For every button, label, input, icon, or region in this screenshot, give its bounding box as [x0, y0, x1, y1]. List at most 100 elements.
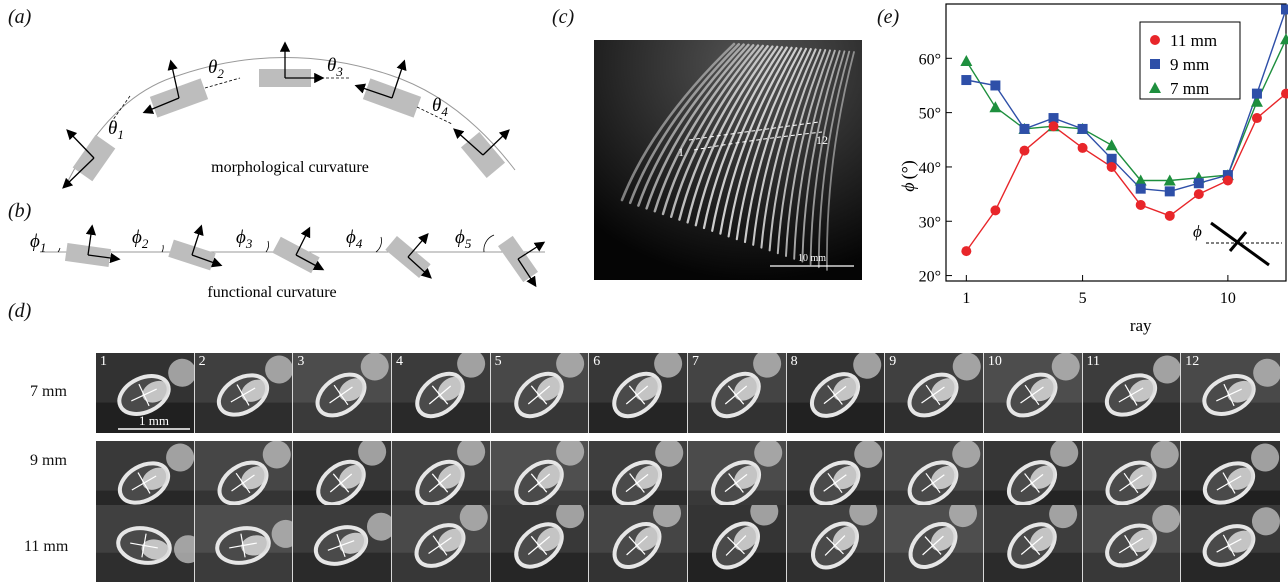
- segment-4: [354, 59, 422, 118]
- panel-label-c: (c): [552, 6, 575, 28]
- fin-ray: [793, 49, 836, 260]
- data-point-9mm: [1135, 183, 1146, 194]
- chart-legend: 11 mm 9 mm 7 mm: [1139, 21, 1241, 100]
- y-axis-unit: (°): [898, 160, 919, 179]
- y-axis-symbol: ϕ: [898, 182, 918, 191]
- ray-cross-section: [907, 353, 981, 418]
- phi-2-symbol: ϕ: [132, 227, 142, 248]
- ct-strip-7mm: 1 1 mm 2 3 4 5 6 7 8 9 10 11 12: [96, 353, 1280, 433]
- fin-ray: [620, 42, 736, 202]
- phi-3-subscript: 3: [245, 236, 253, 251]
- ray-cross-section: [810, 505, 877, 570]
- ct-cell-number: 8: [790, 354, 798, 369]
- data-point-9mm: [1019, 123, 1030, 134]
- fin-ray: [653, 44, 755, 213]
- svg-text:ϕ2: ϕ2: [132, 227, 149, 251]
- ct-cell: [983, 505, 1083, 582]
- ray-cross-section: [117, 443, 194, 505]
- fin-ray: [702, 46, 784, 230]
- ct-cell: 8: [786, 353, 886, 433]
- data-point-7mm: [960, 55, 973, 67]
- phi-inset-diagram: ϕ: [1193, 221, 1282, 267]
- svg-text:θ1: θ1: [108, 118, 124, 142]
- ray-cross-section: [908, 505, 978, 570]
- data-point-9mm: [1222, 170, 1233, 181]
- fin-ray: [727, 47, 798, 238]
- y-tick-label: 40°: [919, 160, 941, 177]
- fin-ray: [711, 46, 788, 232]
- row-label-7mm: 7 mm: [30, 383, 67, 400]
- theta-3-symbol: θ: [327, 55, 336, 76]
- functional-segment-2: [168, 224, 223, 271]
- segment-2: [142, 59, 209, 118]
- functional-segment-1: [64, 224, 121, 267]
- morphological-curvature-diagram: θ1 θ2 θ3 θ4 morphological curvature: [62, 41, 516, 189]
- ct-cell-number: 11: [1086, 354, 1101, 369]
- y-tick-label: 60°: [919, 51, 941, 68]
- phi-4-subscript: 4: [356, 236, 363, 251]
- data-point-7mm: [1250, 95, 1263, 107]
- data-point-11mm: [1222, 175, 1233, 186]
- series-line-9mm: [966, 9, 1287, 193]
- y-tick-label: 20°: [919, 269, 941, 286]
- panel-label-e: (e): [877, 6, 900, 28]
- ct-cell-number: 1: [100, 354, 107, 369]
- ray-cross-section: [710, 441, 783, 506]
- ray-cross-section: [1104, 355, 1181, 417]
- ct-cell: 2: [194, 353, 294, 433]
- y-tick-label: 50°: [919, 106, 941, 123]
- data-point-11mm: [1193, 189, 1204, 200]
- data-point-9mm: [961, 75, 972, 86]
- theta-1-symbol: θ: [108, 118, 117, 139]
- ct-cell: [96, 505, 195, 582]
- data-point-11mm: [1281, 88, 1288, 99]
- ct-cell: 12: [1181, 353, 1280, 433]
- fin-ray: [678, 45, 769, 221]
- phi-3-symbol: ϕ: [236, 227, 246, 248]
- data-point-9mm: [1048, 113, 1059, 124]
- data-point-7mm: [1134, 174, 1147, 186]
- plot-frame: [945, 3, 1287, 282]
- functional-curvature-caption: functional curvature: [207, 284, 336, 301]
- fin-ray: [735, 47, 803, 241]
- phi-1-symbol: ϕ: [30, 231, 40, 252]
- data-point-11mm: [961, 246, 972, 257]
- data-point-11mm: [1077, 142, 1088, 153]
- ray-cross-section: [612, 441, 684, 506]
- x-axis-label: ray: [1130, 316, 1152, 335]
- svg-text:ϕ1: ϕ1: [30, 231, 46, 255]
- data-point-7mm: [1163, 174, 1176, 186]
- svg-text:θ4: θ4: [432, 95, 448, 119]
- ct-scale-bar: 1 mm: [118, 413, 190, 430]
- ct-cell: [194, 505, 294, 582]
- ray-cross-section: [116, 526, 194, 565]
- fin-ray: [661, 44, 760, 216]
- theta-3-subscript: 3: [335, 64, 343, 79]
- ct-cell-number: 3: [297, 354, 305, 369]
- fin-ray: [826, 51, 855, 271]
- functional-segment-5: [498, 235, 546, 288]
- ct-cell: 4: [391, 353, 491, 433]
- ct-cell-number: 7: [691, 354, 699, 369]
- fin-rays-illustration: 1 12 10 mm: [594, 40, 862, 280]
- theta-2-symbol: θ: [208, 57, 217, 78]
- panel-label-a: (a): [8, 6, 32, 28]
- ray-cross-section: [1202, 358, 1280, 416]
- data-point-7mm: [1105, 139, 1118, 151]
- svg-text:ϕ5: ϕ5: [455, 227, 472, 251]
- ct-cell: [1181, 505, 1280, 582]
- data-point-11mm: [1164, 210, 1175, 221]
- ray-cross-section: [316, 441, 387, 507]
- ct-cell: 11: [1082, 353, 1182, 433]
- ct-cell-number: 12: [1185, 354, 1200, 369]
- ct-cell: 7: [687, 353, 787, 433]
- ray-cross-section: [809, 353, 881, 418]
- ray-cross-section: [1105, 441, 1179, 506]
- svg-text:ϕ3: ϕ3: [236, 227, 253, 251]
- ct-cell: 1 1 mm: [96, 353, 195, 433]
- x-tick-label: 10: [1220, 290, 1236, 307]
- row-label-9mm: 9 mm: [30, 452, 67, 469]
- fin-ray: [776, 49, 827, 255]
- row-label-11mm: 11 mm: [24, 538, 69, 555]
- ct-cell: [589, 505, 688, 582]
